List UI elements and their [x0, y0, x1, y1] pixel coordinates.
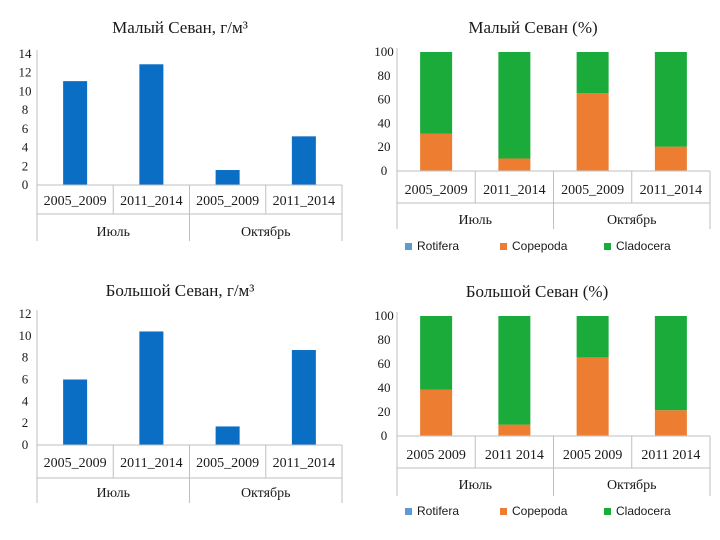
bar-1	[63, 379, 88, 445]
y-tick-label: 8	[22, 102, 29, 117]
y-tick-label: 40	[378, 380, 391, 395]
chart-small-pct: Малый Севан (%) 0 20 40 60 80 100 2005_2009 2011…	[374, 18, 711, 253]
x-category-label: 2005_2009	[196, 456, 259, 471]
x-category-label: 2011_2014	[273, 456, 335, 471]
bar-3	[215, 426, 240, 445]
chart-title: Большой Севан (%)	[466, 282, 608, 301]
legend-swatch-copepoda	[500, 508, 507, 515]
y-tick-label: 14	[19, 46, 33, 61]
x-group-label: Июль	[458, 213, 492, 228]
y-tick-label: 6	[22, 121, 29, 136]
bar-cladocera-1	[420, 316, 453, 390]
legend-swatch-rotifera	[405, 508, 412, 515]
x-category-label: 2011_2014	[483, 183, 545, 198]
x-category-label: 2011_2014	[120, 194, 182, 209]
x-group-label: Июль	[96, 225, 130, 240]
legend-swatch-copepoda	[500, 243, 507, 250]
x-group-label: Октябрь	[241, 486, 291, 501]
bar-2	[139, 331, 164, 445]
bar-2	[139, 64, 164, 185]
y-tick-label: 4	[22, 393, 29, 408]
x-category-label: 2011 2014	[641, 448, 700, 463]
x-category-label: 2011_2014	[640, 183, 702, 198]
legend-swatch-cladocera	[604, 508, 611, 515]
y-tick-label: 8	[22, 350, 29, 365]
y-tick-label: 0	[22, 437, 29, 452]
bar-cladocera-3	[576, 52, 609, 94]
y-tick-label: 0	[22, 177, 29, 192]
x-category-label: 2011_2014	[120, 456, 182, 471]
y-tick-label: 60	[378, 92, 391, 107]
x-category-label: 2005_2009	[405, 183, 468, 198]
y-tick-label: 0	[381, 428, 388, 443]
chart-big-pct: Большой Севан (%) 0 20 40 60 80 100 2005 2009 20…	[374, 282, 711, 518]
y-tick-label: 80	[378, 332, 391, 347]
bar-copepoda-2	[498, 424, 531, 436]
legend-label-copepoda: Copepoda	[512, 239, 568, 253]
chart-small-abs: Малый Севан, г/м³ 0 2 4 6 8 10 12 14 2005_2009 201…	[19, 18, 343, 241]
x-category-label: 2011_2014	[273, 194, 335, 209]
bar-copepoda-3	[576, 93, 609, 171]
bar-cladocera-3	[576, 316, 609, 358]
y-tick-label: 20	[378, 404, 391, 419]
y-tick-label: 0	[381, 163, 388, 178]
x-category-label: 2005 2009	[563, 448, 623, 463]
y-tick-label: 100	[374, 44, 394, 59]
y-tick-label: 2	[22, 415, 29, 430]
y-tick-label: 60	[378, 356, 391, 371]
legend-label-rotifera: Rotifera	[417, 239, 459, 253]
bar-cladocera-2	[498, 52, 531, 159]
legend-label-cladocera: Cladocera	[616, 239, 671, 253]
chart-big-abs: Большой Севан, г/м³ 0 2 4 6 8 10 12 2005_2009 201…	[19, 281, 343, 503]
bar-copepoda-4	[654, 410, 687, 436]
bar-1	[63, 81, 88, 185]
x-category-label: 2011 2014	[485, 448, 544, 463]
x-group-label: Октябрь	[607, 213, 657, 228]
chart-title: Малый Севан (%)	[468, 18, 597, 37]
legend-label-cladocera: Cladocera	[616, 504, 671, 518]
x-category-label: 2005 2009	[406, 448, 466, 463]
bar-copepoda-3	[576, 357, 609, 436]
bar-cladocera-4	[654, 52, 687, 147]
bar-cladocera-1	[420, 52, 453, 134]
bar-cladocera-4	[654, 316, 687, 411]
legend-swatch-rotifera	[405, 243, 412, 250]
bar-cladocera-2	[498, 316, 531, 425]
y-tick-label: 100	[374, 308, 394, 323]
bar-copepoda-1	[420, 133, 453, 171]
x-category-label: 2005_2009	[196, 194, 259, 209]
x-group-label: Октябрь	[241, 225, 291, 240]
x-category-label: 2005_2009	[561, 183, 624, 198]
y-tick-label: 10	[19, 328, 32, 343]
y-tick-label: 40	[378, 115, 391, 130]
x-group-label: Июль	[458, 478, 492, 493]
x-group-label: Октябрь	[607, 478, 657, 493]
chart-title: Малый Севан, г/м³	[112, 18, 248, 37]
y-tick-label: 10	[19, 83, 32, 98]
x-category-label: 2005_2009	[44, 194, 107, 209]
bar-copepoda-1	[420, 389, 453, 436]
bar-3	[215, 170, 240, 185]
x-category-label: 2005_2009	[44, 456, 107, 471]
legend-swatch-cladocera	[604, 243, 611, 250]
legend-label-rotifera: Rotifera	[417, 504, 459, 518]
bar-4	[291, 350, 316, 445]
bar-copepoda-2	[498, 158, 531, 171]
x-group-label: Июль	[96, 486, 130, 501]
bar-copepoda-4	[654, 146, 687, 171]
chart-title: Большой Севан, г/м³	[106, 281, 255, 300]
y-tick-label: 2	[22, 158, 29, 173]
y-tick-label: 20	[378, 139, 391, 154]
legend-label-copepoda: Copepoda	[512, 504, 568, 518]
y-tick-label: 80	[378, 68, 391, 83]
y-tick-label: 12	[19, 65, 32, 80]
y-tick-label: 12	[19, 306, 32, 321]
y-tick-label: 6	[22, 372, 29, 387]
y-tick-label: 4	[22, 140, 29, 155]
bar-4	[291, 136, 316, 185]
